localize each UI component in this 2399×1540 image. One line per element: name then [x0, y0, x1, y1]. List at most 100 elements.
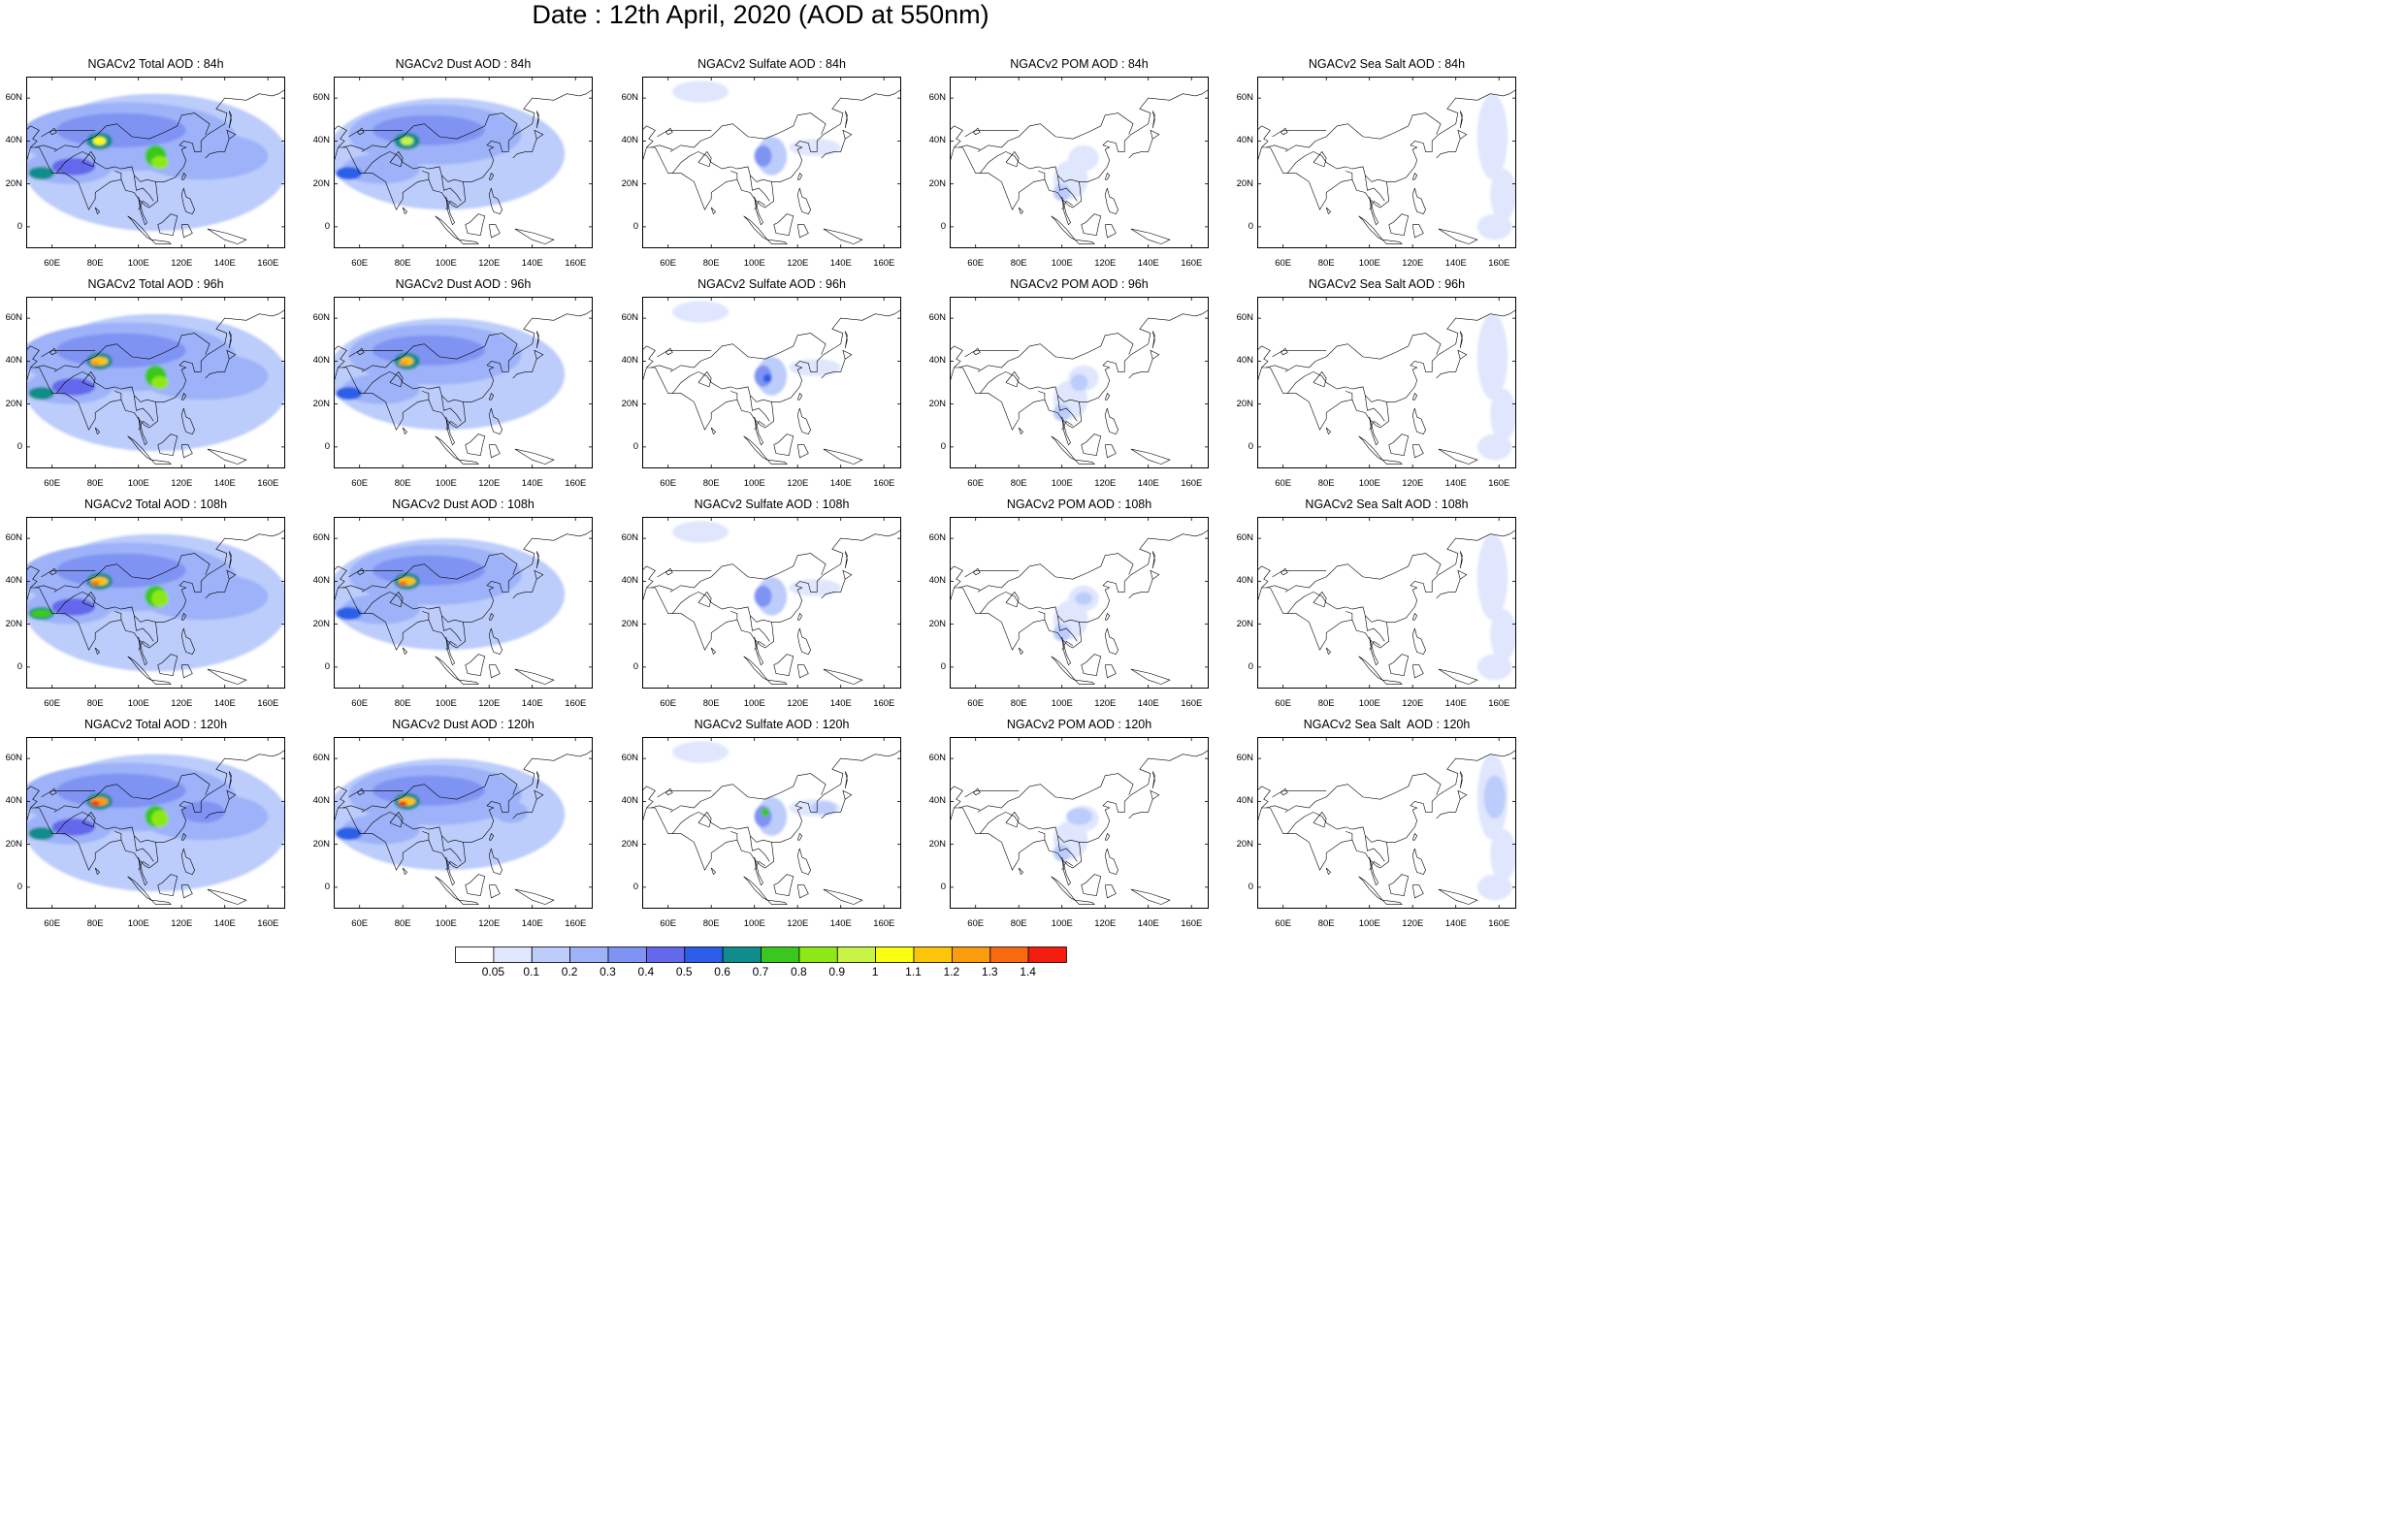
y-tick-label: 20N [1236, 838, 1253, 850]
x-tick-label: 140E [829, 918, 852, 929]
aod-field [672, 741, 841, 836]
x-tick-label: 120E [787, 698, 809, 709]
x-tick-label: 60E [351, 698, 369, 709]
x-tick-label: 100E [435, 918, 457, 929]
y-tick-label: 20N [1236, 177, 1253, 189]
y-tick-label: 0 [940, 660, 946, 672]
x-tick-label: 160E [257, 258, 279, 269]
x-tick-label: 80E [86, 478, 104, 489]
coastlines [950, 750, 1209, 905]
y-tick-label: 40N [5, 355, 22, 367]
panel-title-pom-108h: NGACv2 POM AOD : 108h [1006, 497, 1152, 511]
colorbar-label: 0.6 [714, 965, 730, 979]
colorbar-label: 1.2 [943, 965, 960, 979]
colorbar-swatch [875, 946, 915, 963]
colorbar-swatch [607, 946, 647, 963]
x-tick-label: 160E [257, 698, 279, 709]
colorbar-label: 1.3 [981, 965, 998, 979]
y-tick-label: 60N [5, 312, 22, 324]
y-tick-label: 60N [928, 92, 946, 104]
panel-title-pom-96h: NGACv2 POM AOD : 96h [1010, 277, 1149, 291]
map-total-96h [26, 297, 285, 468]
coastlines [1257, 529, 1516, 685]
x-tick-label: 140E [213, 258, 236, 269]
y-tick-label: 60N [928, 312, 946, 324]
x-tick-label: 80E [394, 918, 411, 929]
x-tick-label: 100E [1358, 258, 1380, 269]
map-pom-120h [950, 737, 1209, 909]
panel-title-total-84h: NGACv2 Total AOD : 84h [87, 57, 224, 71]
y-tick-label: 60N [312, 312, 330, 324]
y-tick-label: 60N [312, 753, 330, 764]
x-tick-label: 80E [702, 698, 720, 709]
map-total-84h [26, 77, 285, 248]
x-tick-label: 160E [565, 478, 587, 489]
x-tick-label: 120E [787, 258, 809, 269]
coastlines [642, 750, 901, 905]
x-tick-label: 80E [394, 478, 411, 489]
x-tick-label: 140E [521, 258, 543, 269]
colorbar-swatch [913, 946, 953, 963]
x-tick-label: 120E [1402, 698, 1424, 709]
x-tick-label: 160E [565, 258, 587, 269]
map-total-120h [26, 737, 285, 909]
coastlines [26, 750, 285, 905]
y-tick-label: 0 [16, 220, 22, 232]
colorbar-label: 1.4 [1020, 965, 1036, 979]
x-tick-label: 100E [435, 698, 457, 709]
panel-title-pom-84h: NGACv2 POM AOD : 84h [1010, 57, 1149, 71]
colorbar-swatch [455, 946, 495, 963]
x-tick-label: 100E [127, 918, 149, 929]
x-tick-label: 120E [1402, 478, 1424, 489]
y-tick-label: 60N [1236, 753, 1253, 764]
y-tick-label: 60N [1236, 532, 1253, 544]
y-tick-label: 60N [312, 532, 330, 544]
y-tick-label: 0 [324, 881, 330, 892]
x-tick-label: 160E [1488, 918, 1510, 929]
panel-title-seasalt-96h: NGACv2 Sea Salt AOD : 96h [1308, 277, 1466, 291]
x-tick-label: 100E [1051, 258, 1073, 269]
map-dust-84h [334, 77, 593, 248]
y-tick-label: 20N [5, 618, 22, 629]
x-tick-label: 140E [213, 918, 236, 929]
colorbar-swatch [493, 946, 533, 963]
colorbar-label: 0.05 [481, 965, 505, 979]
y-tick-label: 40N [928, 355, 946, 367]
x-tick-label: 120E [1094, 698, 1117, 709]
y-tick-label: 60N [928, 532, 946, 544]
x-tick-label: 80E [394, 258, 411, 269]
map-sulfate-96h [642, 297, 901, 468]
aod-field [334, 758, 566, 871]
x-tick-label: 80E [1317, 698, 1335, 709]
panel-title-dust-84h: NGACv2 Dust AOD : 84h [395, 57, 532, 71]
colorbar-swatch [952, 946, 991, 963]
x-tick-label: 100E [127, 698, 149, 709]
panel-title-total-120h: NGACv2 Total AOD : 120h [83, 718, 228, 731]
y-tick-label: 40N [5, 575, 22, 587]
map-dust-96h [334, 297, 593, 468]
panel-title-total-96h: NGACv2 Total AOD : 96h [87, 277, 224, 291]
x-tick-label: 160E [1181, 478, 1203, 489]
x-tick-label: 60E [351, 258, 369, 269]
x-tick-label: 60E [1275, 478, 1292, 489]
x-tick-label: 160E [1181, 918, 1203, 929]
x-tick-label: 80E [702, 258, 720, 269]
map-pom-108h [950, 517, 1209, 689]
y-tick-label: 40N [1236, 355, 1253, 367]
y-tick-label: 60N [312, 92, 330, 104]
x-tick-label: 120E [478, 478, 501, 489]
x-tick-label: 140E [1444, 478, 1467, 489]
x-tick-label: 100E [743, 918, 765, 929]
panel-title-sulfate-96h: NGACv2 Sulfate AOD : 96h [697, 277, 846, 291]
y-tick-label: 20N [5, 838, 22, 850]
x-tick-label: 60E [967, 918, 985, 929]
map-total-108h [26, 517, 285, 689]
x-tick-label: 120E [787, 918, 809, 929]
y-tick-label: 40N [621, 575, 638, 587]
map-seasalt-120h [1257, 737, 1516, 909]
x-tick-label: 140E [1137, 698, 1159, 709]
x-tick-label: 60E [44, 258, 61, 269]
coastlines [950, 309, 1209, 465]
y-tick-label: 20N [312, 618, 330, 629]
y-tick-label: 60N [621, 753, 638, 764]
